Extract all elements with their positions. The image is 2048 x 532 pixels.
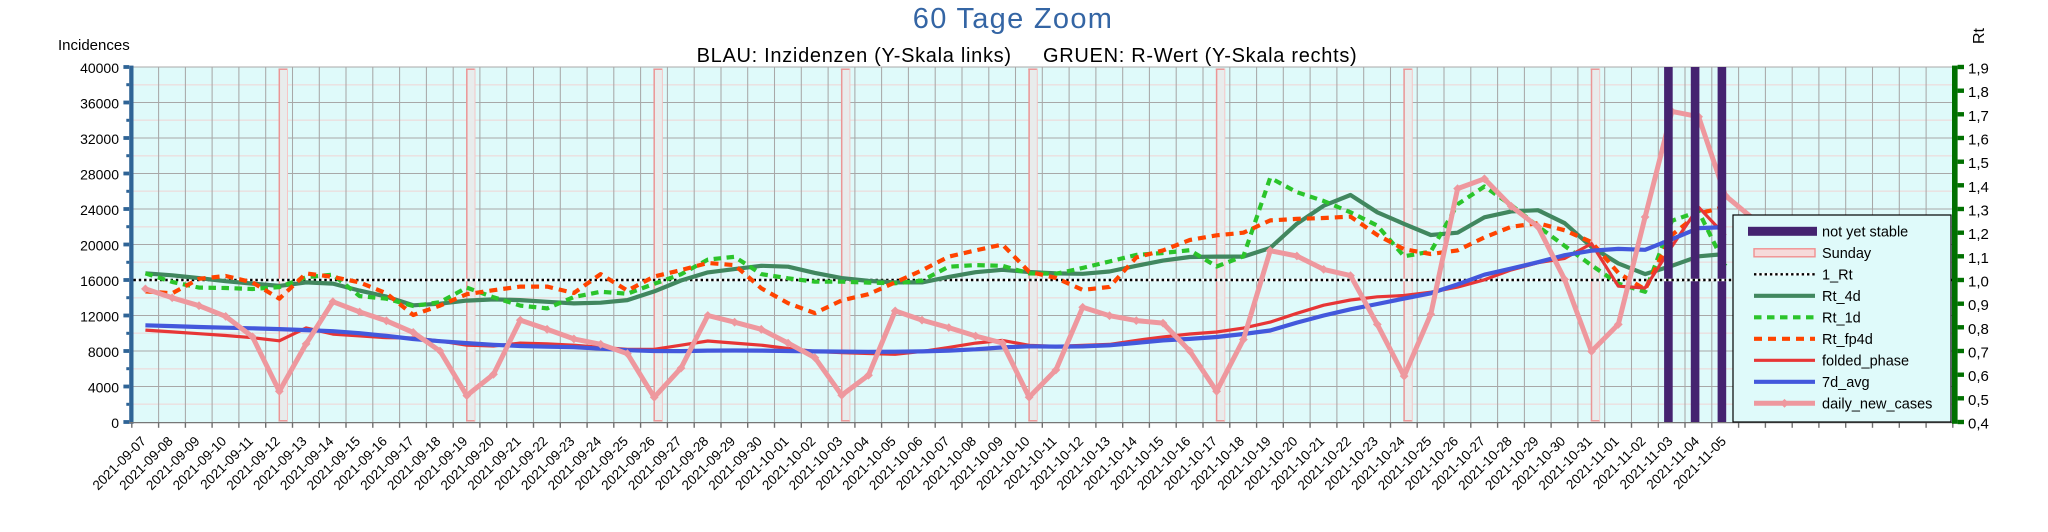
svg-text:1_Rt: 1_Rt xyxy=(1822,268,1853,284)
svg-text:Incidences: Incidences xyxy=(58,37,130,54)
svg-text:1,9: 1,9 xyxy=(1968,61,1989,78)
svg-text:20000: 20000 xyxy=(80,238,119,254)
svg-text:32000: 32000 xyxy=(80,131,119,147)
svg-text:1,8: 1,8 xyxy=(1968,84,1989,101)
svg-text:4000: 4000 xyxy=(88,380,119,396)
svg-text:folded_phase: folded_phase xyxy=(1822,354,1909,370)
svg-text:Rt_4d: Rt_4d xyxy=(1822,289,1861,305)
svg-text:1,0: 1,0 xyxy=(1968,274,1989,291)
svg-text:Rt: Rt xyxy=(1971,27,1988,44)
svg-text:BLAU: Inzidenzen (Y-Skala link: BLAU: Inzidenzen (Y-Skala links) GRUEN: … xyxy=(697,45,1358,67)
svg-text:1,4: 1,4 xyxy=(1968,179,1989,196)
svg-text:Sunday: Sunday xyxy=(1822,246,1872,262)
svg-text:36000: 36000 xyxy=(80,96,119,112)
svg-text:16000: 16000 xyxy=(80,273,119,289)
svg-text:12000: 12000 xyxy=(80,309,119,325)
svg-text:28000: 28000 xyxy=(80,167,119,183)
svg-text:1,1: 1,1 xyxy=(1968,250,1989,267)
svg-text:1,5: 1,5 xyxy=(1968,155,1989,172)
svg-text:0: 0 xyxy=(111,415,119,431)
svg-text:60 Tage Zoom: 60 Tage Zoom xyxy=(913,3,1113,35)
svg-text:1,3: 1,3 xyxy=(1968,203,1989,220)
svg-text:0,8: 0,8 xyxy=(1968,321,1989,338)
svg-text:not yet stable: not yet stable xyxy=(1822,225,1908,241)
svg-text:40000: 40000 xyxy=(80,60,119,76)
svg-text:0,6: 0,6 xyxy=(1968,368,1989,385)
svg-text:1,2: 1,2 xyxy=(1968,226,1989,243)
svg-text:0,5: 0,5 xyxy=(1968,392,1989,409)
svg-text:1,7: 1,7 xyxy=(1968,108,1989,125)
svg-text:1,6: 1,6 xyxy=(1968,132,1989,149)
svg-text:daily_new_cases: daily_new_cases xyxy=(1822,397,1932,413)
svg-text:7d_avg: 7d_avg xyxy=(1822,375,1870,391)
svg-text:24000: 24000 xyxy=(80,202,119,218)
svg-text:0,9: 0,9 xyxy=(1968,297,1989,314)
svg-text:8000: 8000 xyxy=(88,344,119,360)
svg-text:0,7: 0,7 xyxy=(1968,345,1989,362)
svg-text:Rt_fp4d: Rt_fp4d xyxy=(1822,332,1873,348)
svg-text:Rt_1d: Rt_1d xyxy=(1822,311,1861,327)
svg-text:0,4: 0,4 xyxy=(1968,416,1989,433)
